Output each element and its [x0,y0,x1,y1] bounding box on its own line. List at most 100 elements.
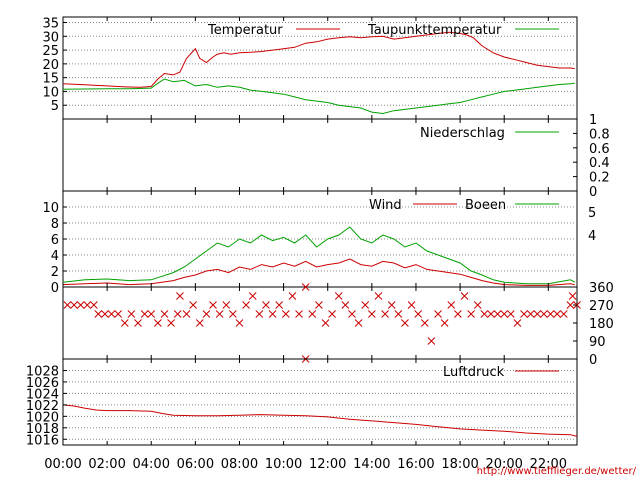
wind-direction-point [387,301,396,309]
x-tick-label: 06:00 [177,457,214,472]
wind-direction-point [262,301,270,309]
wind-direction-point [275,301,284,309]
x-tick-label: 10:00 [265,457,302,472]
wind-direction-point [334,292,343,300]
wind-direction-point [328,310,336,318]
wind-direction-point [361,301,370,309]
panel-precipitation: 00.20.40.60.81 Niederschlag [62,113,610,200]
wind-direction-point [500,310,509,318]
wind-direction-point [268,310,277,318]
wind-direction-point [427,337,436,345]
temperature-ytick-label: 5 [51,99,59,114]
wind-direction-point [167,319,175,327]
series-line-boeen [62,226,576,285]
wind-direction-point [526,310,535,318]
wind-direction-point [255,310,264,318]
wind_direction-ytick-label: 0 [589,353,597,368]
pressure-ytick-label: 1016 [26,433,59,448]
x-tick-label: 00:00 [44,457,81,472]
wind-direction-point [281,310,290,318]
wind-direction-point [414,310,423,318]
wind-direction-point [308,310,317,318]
wind-direction-point [76,301,85,309]
wind-direction-point [90,301,98,309]
wind-direction-point [374,292,383,300]
precipitation-ytick-label: 0.2 [589,171,610,186]
wind-direction-point [209,301,217,309]
x-tick-label: 20:00 [485,457,522,472]
x-tick-label: 14:00 [353,457,390,472]
wind-direction-point [506,310,515,318]
temperature-ytick-label: 35 [42,17,59,32]
wind-direction-point [248,292,257,300]
wind-direction-point [480,310,489,318]
legend-niederschlag-label: Niederschlag [420,126,505,141]
pressure-ytick-label: 1024 [26,387,59,402]
legend-wind-label: Wind [369,198,402,213]
temperature-ytick-label: 20 [42,58,59,73]
wind-direction-point [114,310,123,318]
series-line-taupunkttemperatur [62,78,575,115]
wind-direction-point [301,283,310,291]
wind-direction-point [242,301,250,309]
panel-wind-direction-frame [62,286,578,360]
wind-direction-point [202,310,211,318]
wind-direction-point [341,301,350,309]
wind-direction-point [434,310,442,318]
wind-direction-point [460,292,469,300]
wind-direction-point [63,301,72,309]
wind-direction-point [559,310,568,318]
wind-direction-point [195,319,204,327]
pressure-ytick-label: 1022 [26,399,59,414]
wind-direction-point [440,319,449,327]
wind-right-tick-4: 4 [588,229,596,244]
legend-taupunkt-label: Taupunkttemperatur [367,23,502,38]
wind-direction-point [189,301,198,309]
x-tick-label: 12:00 [309,457,346,472]
wind-direction-point [70,301,78,309]
temperature-ytick-label: 30 [42,30,59,45]
x-axis: 00:00 02:00 04:00 06:00 08:00 10:00 12:00 14:00… [44,17,567,472]
wind-direction-point [160,310,169,318]
x-tick-label: 16:00 [397,457,434,472]
wind-direction-point [154,319,162,327]
panel-wind-direction: 0 90 180 270 360 [62,281,614,368]
wind-ytick-label: 6 [51,233,59,248]
series-line-luftdruck [62,404,578,437]
wind_direction-ytick-label: 270 [589,299,614,314]
wind-direction-point [493,310,502,318]
series-line-temperatur [62,31,575,88]
wind-direction-point [546,310,555,318]
wind-direction-point [94,310,103,318]
wind-direction-point [447,301,456,309]
wind-direction-point [401,319,409,327]
wind-direction-point [134,319,142,327]
wind-direction-point [173,310,182,318]
wind-direction-point [107,310,116,318]
wind-direction-point [473,301,482,309]
wind-direction-point [127,310,136,318]
wind-ytick-label: 8 [51,217,59,232]
panel-pressure-frame [62,358,578,446]
wind-direction-point [420,319,429,327]
precipitation-ytick-label: 0.4 [589,156,610,171]
wind-direction-point [147,310,156,318]
wind-direction-point [533,310,542,318]
wind-direction-point [288,292,297,300]
wind_direction-ytick-label: 180 [589,317,614,332]
wind-ytick-label: 4 [51,249,59,264]
wind_direction-ytick-label: 90 [589,335,606,350]
wind-direction-point [182,310,191,318]
series-line-wind [62,258,575,286]
wind-right-tick-5: 5 [588,206,596,221]
wind-direction-point [540,310,548,318]
wind-direction-point [454,310,462,318]
wind-direction-point [120,319,129,327]
wind-direction-point [487,310,495,318]
wind-direction-point [568,292,577,300]
wind-direction-point [315,301,323,309]
